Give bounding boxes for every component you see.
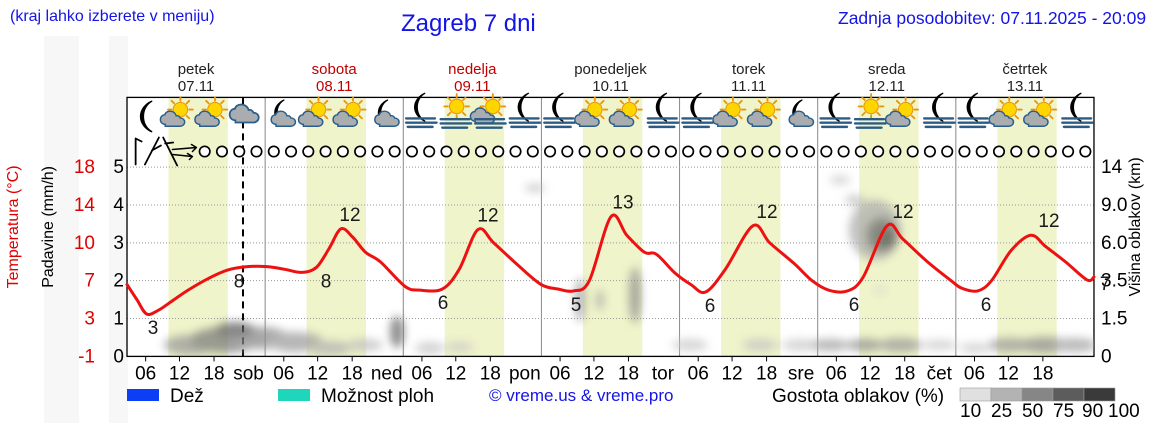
svg-text:12: 12 [307, 363, 328, 384]
svg-text:5: 5 [571, 295, 582, 316]
svg-text:06: 06 [688, 363, 709, 384]
svg-text:06: 06 [826, 363, 847, 384]
svg-text:-1: -1 [78, 346, 95, 367]
svg-text:0: 0 [1101, 346, 1112, 367]
svg-text:12: 12 [339, 205, 360, 226]
svg-text:Temperatura (°C): Temperatura (°C) [5, 165, 22, 288]
svg-text:12: 12 [756, 202, 777, 223]
svg-text:0: 0 [113, 346, 124, 367]
svg-text:18: 18 [756, 363, 777, 384]
svg-text:12: 12 [477, 206, 498, 227]
svg-text:pon: pon [509, 363, 541, 384]
svg-text:3: 3 [113, 233, 124, 254]
svg-text:14: 14 [74, 195, 96, 216]
svg-text:6.0: 6.0 [1101, 233, 1127, 254]
svg-text:12: 12 [169, 363, 190, 384]
svg-text:6: 6 [438, 293, 449, 314]
svg-text:9.0: 9.0 [1101, 195, 1127, 216]
svg-text:18: 18 [1032, 363, 1053, 384]
svg-text:8: 8 [321, 271, 332, 292]
svg-text:ned: ned [371, 363, 403, 384]
svg-text:06: 06 [549, 363, 570, 384]
svg-text:12: 12 [445, 363, 466, 384]
svg-text:10: 10 [74, 233, 95, 254]
svg-text:6: 6 [849, 295, 860, 316]
svg-text:1: 1 [113, 309, 124, 330]
svg-text:18: 18 [618, 363, 639, 384]
svg-text:6: 6 [705, 296, 716, 317]
svg-text:18: 18 [74, 157, 95, 178]
svg-text:14: 14 [1101, 157, 1123, 178]
svg-text:06: 06 [135, 363, 156, 384]
svg-text:18: 18 [894, 363, 915, 384]
svg-text:18: 18 [203, 363, 224, 384]
svg-text:06: 06 [273, 363, 294, 384]
svg-text:5: 5 [113, 157, 124, 178]
svg-text:06: 06 [964, 363, 985, 384]
svg-text:12: 12 [892, 202, 913, 223]
svg-text:2: 2 [113, 271, 124, 292]
svg-text:12: 12 [721, 363, 742, 384]
svg-text:12: 12 [583, 363, 604, 384]
svg-text:3: 3 [148, 318, 159, 339]
svg-text:3: 3 [84, 309, 95, 330]
svg-text:6: 6 [981, 295, 992, 316]
svg-text:čet: čet [927, 363, 953, 384]
svg-text:7: 7 [1100, 274, 1111, 295]
svg-text:sob: sob [233, 363, 264, 384]
svg-text:7: 7 [84, 271, 95, 292]
svg-text:13: 13 [612, 193, 633, 214]
svg-text:4: 4 [113, 195, 124, 216]
svg-text:18: 18 [342, 363, 363, 384]
svg-text:sre: sre [788, 363, 814, 384]
svg-text:06: 06 [411, 363, 432, 384]
svg-text:12: 12 [860, 363, 881, 384]
svg-text:Višina oblakov (km): Višina oblakov (km) [1127, 157, 1144, 296]
svg-text:12: 12 [1038, 211, 1059, 232]
svg-text:18: 18 [480, 363, 501, 384]
svg-text:tor: tor [652, 363, 675, 384]
svg-text:Padavine (mm/h): Padavine (mm/h) [40, 166, 57, 288]
svg-text:1.5: 1.5 [1101, 309, 1127, 330]
svg-text:8: 8 [234, 271, 245, 292]
svg-text:12: 12 [998, 363, 1019, 384]
